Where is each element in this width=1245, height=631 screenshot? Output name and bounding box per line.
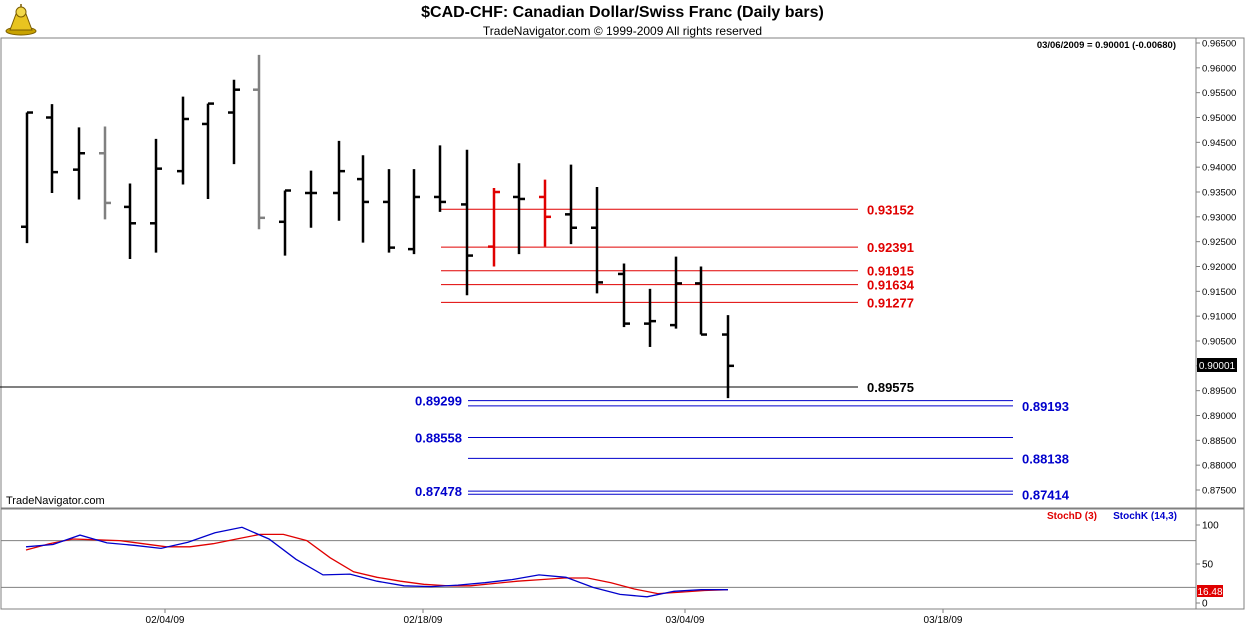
stoch-tick-label: 100 [1202,521,1219,532]
price-tick-label: 0.88000 [1202,461,1236,472]
ohlc-bar [279,189,291,256]
ohlc-bar [383,169,395,253]
stoch-tag-label: 16.48 [1197,587,1222,598]
level-label: 0.88138 [1022,451,1069,466]
ohlc-bar [177,96,189,185]
date-tick-label: 03/18/09 [924,615,963,626]
ohlc-bar [305,170,317,228]
stoch-series-line [25,533,729,595]
ohlc-bar [408,169,420,255]
level-label: 0.91915 [867,264,914,279]
stoch-tick-label: 50 [1202,560,1214,571]
price-tick-label: 0.87500 [1202,486,1236,497]
last-price-tag-label: 0.90001 [1199,361,1236,372]
ohlc-bar [333,140,345,221]
stoch-series-line [25,526,728,598]
stoch-series [25,526,729,598]
price-tick-label: 0.89000 [1202,411,1236,422]
level-label: 0.91634 [867,278,915,293]
ohlc-bar [670,256,682,329]
ohlc-bar [202,102,214,199]
price-tick-label: 0.94500 [1202,138,1236,149]
stoch-k-legend: StochK (14,3) [1113,511,1177,522]
price-tick-label: 0.94000 [1202,163,1236,174]
price-tick-label: 0.88500 [1202,436,1236,447]
ohlc-bar [488,188,500,267]
stoch-tick-label: 0 [1202,599,1208,610]
ohlc-bar [644,288,656,347]
ohlc-bar [73,127,85,200]
price-tick-label: 0.91500 [1202,287,1236,298]
ohlc-bar [565,164,577,245]
level-label: 0.89575 [867,380,914,395]
chart-subtitle: TradeNavigator.com © 1999-2009 All right… [482,24,763,38]
ohlc-bar [539,179,551,247]
ohlc-bar [461,149,473,296]
price-tick-label: 0.92000 [1202,262,1236,273]
ohlc-bar [357,155,369,243]
date-tick-label: 03/04/09 [666,615,705,626]
chart-header: $CAD-CHF: Canadian Dollar/Swiss Franc (D… [0,0,1245,40]
date-tick-label: 02/04/09 [146,615,185,626]
ohlc-bar [99,126,111,220]
ohlc-bar [722,315,734,399]
ohlc-bar [434,145,446,212]
level-label: 0.87414 [1022,487,1070,502]
date-axis: 02/04/09 02/18/09 03/04/09 03/18/09 [1,608,1196,626]
price-tick-label: 0.90500 [1202,337,1236,348]
price-bars [21,54,734,399]
level-label: 0.87478 [415,484,462,499]
ohlc-bar [228,79,240,165]
price-tick-label: 0.96000 [1202,63,1236,74]
level-label: 0.92391 [867,240,914,255]
stoch-panel: StochD (3) StochK (14,3) 100 50 0 16.48 [0,508,1245,610]
price-tick-label: 0.95000 [1202,113,1236,124]
price-tick-label: 0.95500 [1202,88,1236,99]
ohlc-bar [124,183,136,260]
stoch-d-legend: StochD (3) [1047,511,1097,522]
ohlc-bar [618,263,630,328]
stoch-axis-frame [1195,508,1245,610]
price-tick-label: 0.93500 [1202,188,1236,199]
level-label: 0.88558 [415,430,462,445]
level-label: 0.89299 [415,394,462,409]
price-tick-label: 0.92500 [1202,237,1236,248]
ohlc-bar [253,54,265,230]
stoch-reference-lines [1,540,1196,588]
last-price-tag [1197,358,1237,372]
level-label: 0.93152 [867,202,914,217]
ohlc-bar [513,163,525,255]
ohlc-bar [46,104,58,193]
price-axis-frame [1195,37,1245,509]
last-price-readout: 03/06/2009 = 0.90001 (-0.00680) [1037,40,1176,51]
price-tick-label: 0.91000 [1202,312,1236,323]
stoch-panel-frame [0,508,1197,610]
ohlc-bar [21,111,33,244]
chart-title: $CAD-CHF: Canadian Dollar/Swiss Franc (D… [421,4,824,21]
stoch-axis-ticks: 100 50 0 [1196,521,1219,610]
ohlc-bar [695,266,707,336]
price-tick-label: 0.93000 [1202,212,1236,223]
price-axis-ticks: 0.96500 0.96000 0.95500 0.95000 0.94500 0.940… [1196,39,1236,497]
ohlc-bar [591,187,603,294]
price-tick-label: 0.89500 [1202,386,1236,397]
ohlc-bar [150,138,162,253]
stoch-tag [1197,585,1223,597]
price-tick-label: 0.96500 [1202,39,1236,50]
date-tick-label: 02/18/09 [404,615,443,626]
watermark: TradeNavigator.com [6,495,105,507]
level-label: 0.91277 [867,295,914,310]
trade-navigator-logo-icon [5,4,37,36]
level-label: 0.89193 [1022,399,1069,414]
main-panel: 03/06/2009 = 0.90001 (-0.00680) 0.965000… [0,37,1245,509]
